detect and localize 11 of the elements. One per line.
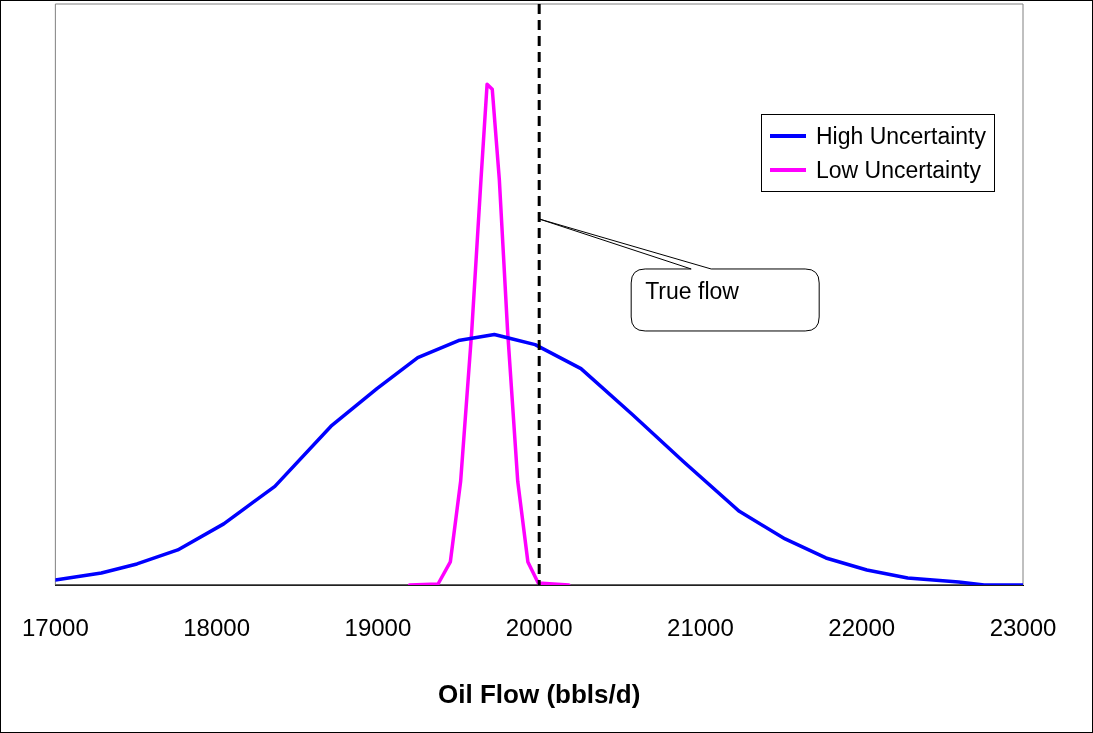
legend-label: Low Uncertainty xyxy=(814,155,982,185)
annotation: True flow xyxy=(645,277,739,305)
x-tick-label: 18000 xyxy=(183,614,251,642)
x-tick-label: 19000 xyxy=(344,614,412,642)
x-tick-label: 17000 xyxy=(21,614,89,642)
x-tick-label: 22000 xyxy=(828,614,896,642)
x-tick-label: 20000 xyxy=(505,614,573,642)
x-tick-label: 21000 xyxy=(667,614,734,642)
legend-label: High Uncertainty xyxy=(814,121,986,151)
x-axis-title: Oil Flow (bbls/d) xyxy=(438,678,641,709)
x-tick-label: 23000 xyxy=(989,614,1057,642)
